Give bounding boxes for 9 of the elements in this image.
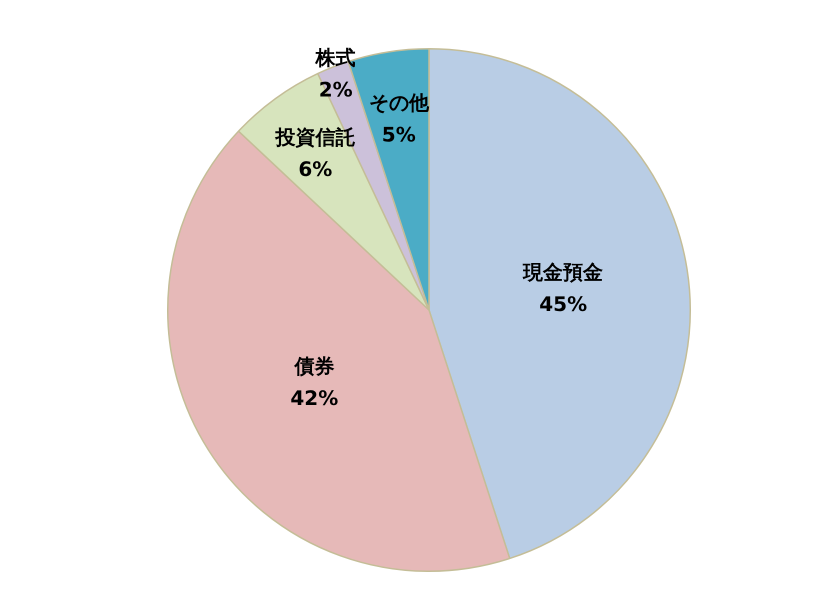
data-label: 5% <box>382 122 416 146</box>
slice-label: 投資信託 <box>274 124 356 149</box>
data-label: 45% <box>539 292 588 316</box>
slice-label: 株式 <box>314 46 356 70</box>
slice-label: 債券 <box>293 354 334 378</box>
data-label: 6% <box>298 156 332 181</box>
slice-label: 現金預金 <box>522 260 604 284</box>
data-label: 2% <box>318 78 353 102</box>
data-label: 42% <box>290 386 338 410</box>
